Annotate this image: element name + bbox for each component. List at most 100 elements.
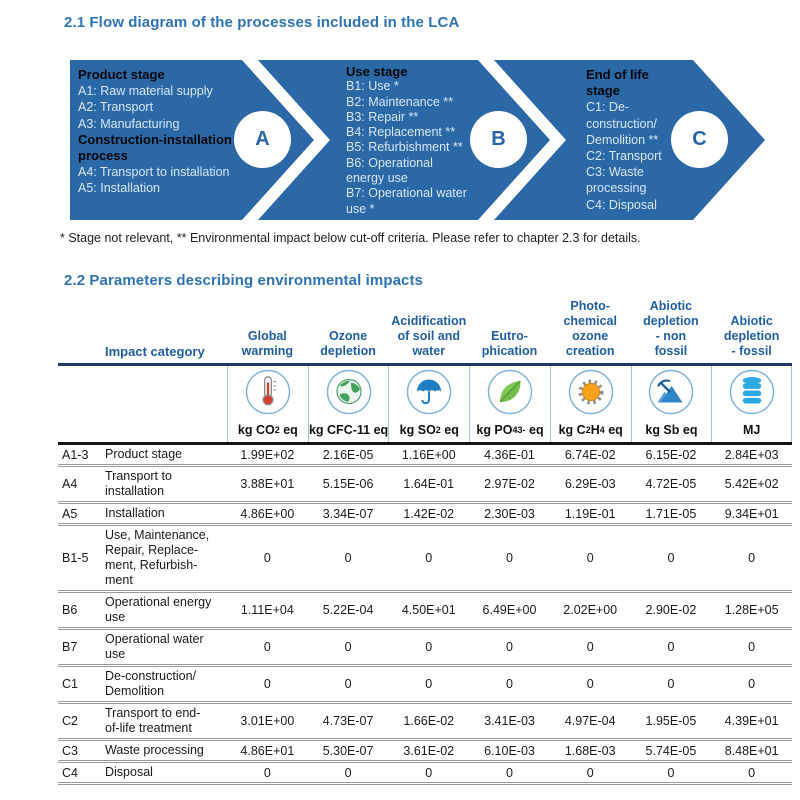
impact-category-cell: Installation (105, 506, 165, 520)
value-cell: 1.11E+04 (240, 603, 294, 617)
impact-category-cell: Waste processing (105, 743, 204, 757)
value-cell: 0 (425, 640, 433, 654)
stage-code: A5 (62, 506, 78, 521)
use-stage-text: Use stage B1: Use * B2: Maintenance ** B3: … (346, 64, 467, 217)
value-cell: 0 (506, 677, 513, 691)
stage-item-line: A4: Transport to installation (78, 165, 230, 180)
value-cell: 1.19E-01 (564, 506, 616, 521)
impact-category-cell: Transport to installation (105, 469, 172, 498)
impact-category-cell: De-construction/Demolition (105, 669, 197, 698)
stage-item-line: use * (346, 201, 375, 216)
column-header-1: Global warming (241, 329, 294, 358)
sun-icon (549, 366, 631, 418)
stage-item-line: C2: Transport (586, 149, 662, 164)
value-cell: 4.97E-04 (564, 714, 616, 728)
value-cell: 1.95E-05 (645, 714, 697, 728)
globe-icon (307, 366, 389, 418)
column-header-4: Eutro-phication (481, 329, 538, 358)
stage-item-line: A5: Installation (78, 181, 160, 196)
value-cell: 0 (748, 677, 756, 691)
value-cell: 1.64E-01 (403, 477, 455, 491)
table-body: A1-3 Product stage 1.99E+02 2.16E-05 1.16E+0… (58, 445, 792, 785)
value-cell: 0 (506, 551, 513, 565)
value-cell: 1.68E-03 (564, 743, 616, 758)
stage-heading-line: Use stage (346, 64, 408, 79)
impact-category-cell: Product stage (105, 447, 183, 461)
oil-cylinders-icon (711, 366, 792, 418)
stage-item-line: B3: Repair ** (346, 109, 419, 124)
value-cell: 6.29E-03 (564, 477, 616, 491)
value-cell: 6.49E+00 (482, 603, 537, 617)
stage-code: C1 (62, 677, 78, 691)
stage-item-line: B6: Operational (346, 155, 433, 170)
stage-item-line: energy use (346, 171, 408, 186)
stage-item-line: B4: Replacement ** (346, 125, 456, 140)
unit-label-2: kg CFC-11 eq (307, 418, 389, 442)
value-cell: 2.97E-02 (484, 477, 535, 491)
value-cell: 4.39E+01 (724, 714, 779, 728)
value-cell: 6.15E-02 (645, 447, 697, 462)
value-cell: 0 (344, 677, 352, 691)
unit-label-6: kg Sb eq (630, 418, 712, 442)
value-cell: 1.16E+00 (401, 447, 456, 462)
value-cell: 5.42E+02 (724, 477, 779, 491)
end-of-life-chevron (494, 60, 765, 220)
stage-item-line: B2: Maintenance ** (346, 94, 454, 109)
value-cell: 0 (425, 765, 433, 780)
value-cell: 1.42E-02 (403, 506, 455, 521)
value-cell: 2.30E-03 (484, 506, 535, 521)
value-cell: 2.84E+03 (724, 447, 779, 462)
stage-item-line: construction/ (586, 116, 657, 131)
value-cell: 3.34E-07 (322, 506, 374, 521)
impact-category-cell: Transport to end-of-life treatment (105, 706, 201, 735)
unit-label-3: kg SO 2 eq (388, 418, 469, 442)
table-unit-row: kg CO 2 eq kg CFC-11 eq kg SO 2 eq kg PO 4 3- e… (58, 418, 792, 442)
table-row: A4 Transport to installation 3.88E+01 5.15E-… (58, 467, 792, 504)
value-cell: 4.73E-07 (322, 714, 374, 728)
value-cell: 0 (506, 765, 513, 780)
unit-label-1: kg CO 2 eq (227, 418, 308, 442)
stage-item-line: A1: Raw material supply (78, 84, 213, 99)
value-cell: 0 (748, 765, 756, 780)
value-cell: 2.02E+00 (563, 603, 618, 617)
table-row: B7 Operational water use 0 0 0 0 0 0 0 (58, 630, 792, 667)
stage-code: A1-3 (62, 447, 89, 462)
stage-code: A4 (62, 477, 78, 491)
value-cell: 5.22E-04 (322, 603, 374, 617)
value-cell: 0 (344, 551, 352, 565)
value-cell: 0 (667, 765, 675, 780)
value-cell: 1.28E+05 (724, 603, 779, 617)
value-cell: 4.86E+01 (240, 743, 295, 758)
table-row: B1-5 Use, Maintenance, Repair, Replace-men… (58, 526, 792, 593)
value-cell: 3.01E+00 (240, 714, 295, 728)
table-row: A1-3 Product stage 1.99E+02 2.16E-05 1.16E+0… (58, 445, 792, 467)
impact-category-cell: Operational water use (105, 632, 204, 661)
environmental-impacts-table: Impact category Global warming Ozone deplet… (58, 292, 792, 785)
stage-code: B7 (62, 640, 78, 654)
impact-category-header: Impact category (105, 344, 205, 359)
value-cell: 4.50E+01 (401, 603, 456, 617)
stage-item-line: processing (586, 181, 647, 196)
table-row: C2 Transport to end-of-life treatment 3.01… (58, 704, 792, 741)
value-cell: 0 (344, 640, 352, 654)
table-row: C3 Waste processing 4.86E+01 5.30E-07 3.61E-… (58, 741, 792, 763)
value-cell: 0 (263, 551, 271, 565)
impact-category-cell: Operational energy use (105, 595, 212, 624)
stage-heading-line: Construction-installation (78, 131, 232, 147)
value-cell: 2.90E-02 (645, 603, 697, 617)
table-header-row: Impact category Global warming Ozone deplet… (58, 292, 792, 366)
value-cell: 3.88E+01 (240, 477, 295, 491)
table-row: C4 Disposal 0 0 0 0 0 0 0 (58, 763, 792, 785)
umbrella-icon (388, 366, 469, 418)
value-cell: 0 (586, 640, 594, 654)
value-cell: 0 (506, 640, 513, 654)
value-cell: 3.61E-02 (403, 743, 455, 758)
stage-heading-line: process (78, 148, 128, 164)
impact-category-cell: Disposal (105, 765, 153, 779)
value-cell: 0 (667, 677, 675, 691)
table-icon-row (58, 366, 792, 418)
column-header-6: Abiotic depletion - non fossil (643, 299, 699, 358)
value-cell: 0 (263, 765, 271, 780)
section-title-2-2: 2.2 Parameters describing environmental … (64, 272, 424, 289)
chevron-arrows-graphic (70, 60, 765, 220)
